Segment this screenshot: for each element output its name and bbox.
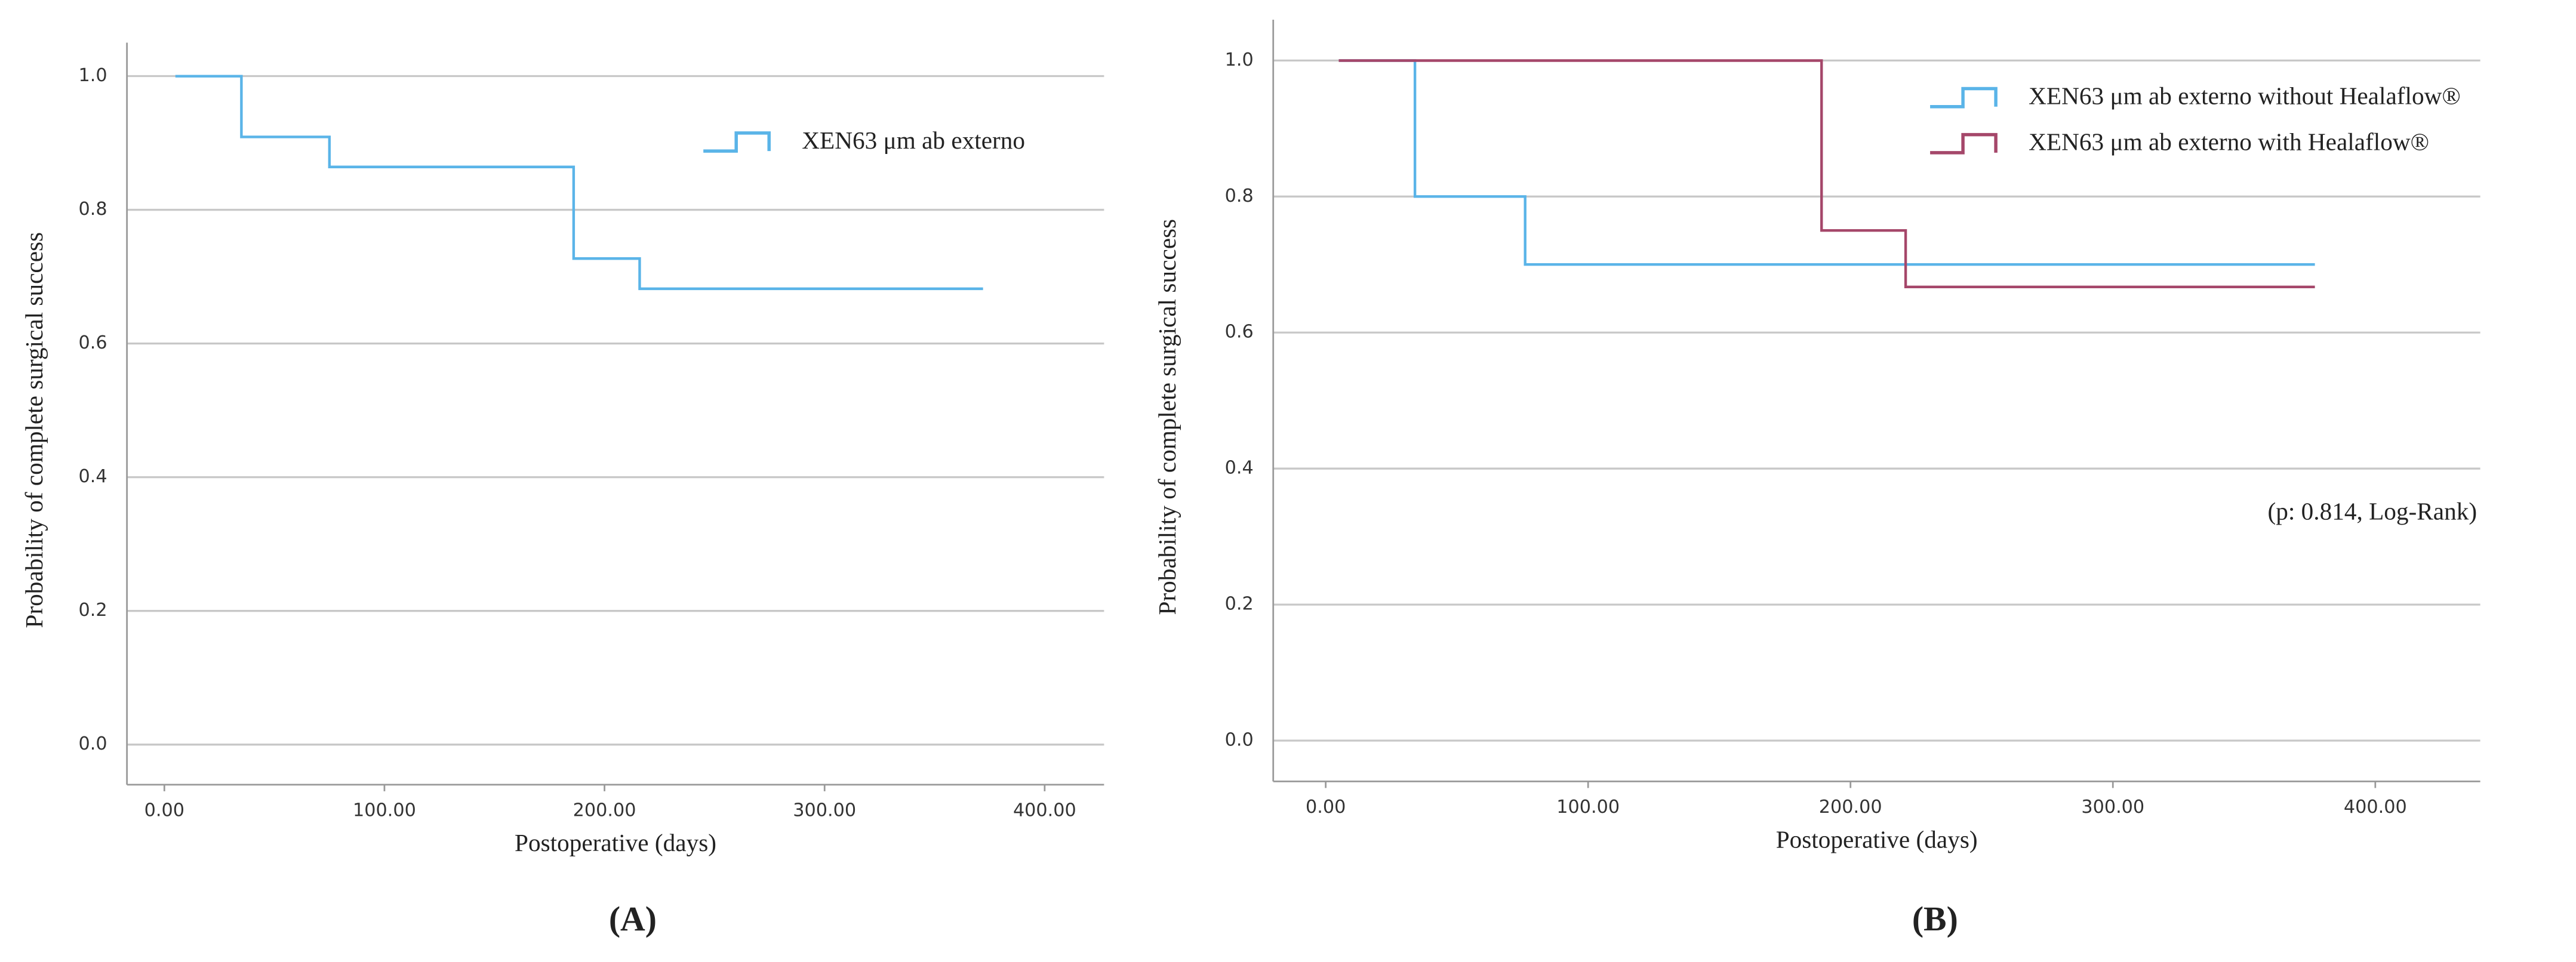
x-tick-label: 400.00 bbox=[2344, 797, 2407, 818]
y-tick-label: 0.0 bbox=[79, 733, 107, 754]
x-tick-label: 200.00 bbox=[1819, 797, 1882, 818]
x-tick-label: 300.00 bbox=[2081, 797, 2144, 818]
x-axis-label: Postoperative (days) bbox=[1776, 826, 1978, 854]
y-tick-label: 0.2 bbox=[1225, 594, 1254, 615]
y-tick-label: 0.8 bbox=[1225, 186, 1254, 206]
x-tick-label: 0.00 bbox=[1306, 797, 1346, 818]
panel-label: (A) bbox=[609, 901, 657, 938]
y-tick-label: 0.0 bbox=[1225, 730, 1254, 751]
x-tick-label: 100.00 bbox=[1556, 797, 1620, 818]
x-tick-label: 0.00 bbox=[144, 800, 184, 821]
x-axis-label: Postoperative (days) bbox=[515, 829, 716, 857]
y-tick-label: 0.2 bbox=[79, 600, 107, 621]
legend-swatch bbox=[703, 131, 771, 153]
legend-label: XEN63 μm ab externo with Healaflow® bbox=[2029, 128, 2429, 156]
y-tick-label: 1.0 bbox=[79, 65, 107, 86]
y-tick-label: 0.6 bbox=[79, 332, 107, 353]
y-tick-label: 0.4 bbox=[79, 466, 107, 487]
y-axis-label: Probability of complete surgical success bbox=[1153, 219, 1181, 615]
legend-label: XEN63 μm ab externo without Healaflow® bbox=[2029, 82, 2461, 110]
y-axis-label: Probability of complete surgical success bbox=[20, 232, 48, 628]
y-tick-label: 0.4 bbox=[1225, 458, 1254, 479]
y-tick-label: 0.8 bbox=[79, 199, 107, 220]
x-tick-label: 100.00 bbox=[353, 800, 416, 821]
panel-label: (B) bbox=[1912, 901, 1958, 938]
annotation: (p: 0.814, Log-Rank) bbox=[2268, 497, 2477, 525]
legend-label: XEN63 μm ab externo bbox=[802, 127, 1025, 154]
x-tick-label: 300.00 bbox=[793, 800, 856, 821]
legend-swatch bbox=[1930, 132, 1998, 155]
survival-curve bbox=[175, 75, 983, 291]
survival-curve bbox=[1338, 59, 2315, 289]
x-tick-label: 400.00 bbox=[1013, 800, 1076, 821]
x-tick-label: 200.00 bbox=[573, 800, 636, 821]
legend-swatch bbox=[1930, 87, 1998, 109]
y-tick-label: 0.6 bbox=[1225, 322, 1254, 343]
y-tick-label: 1.0 bbox=[1225, 50, 1254, 70]
